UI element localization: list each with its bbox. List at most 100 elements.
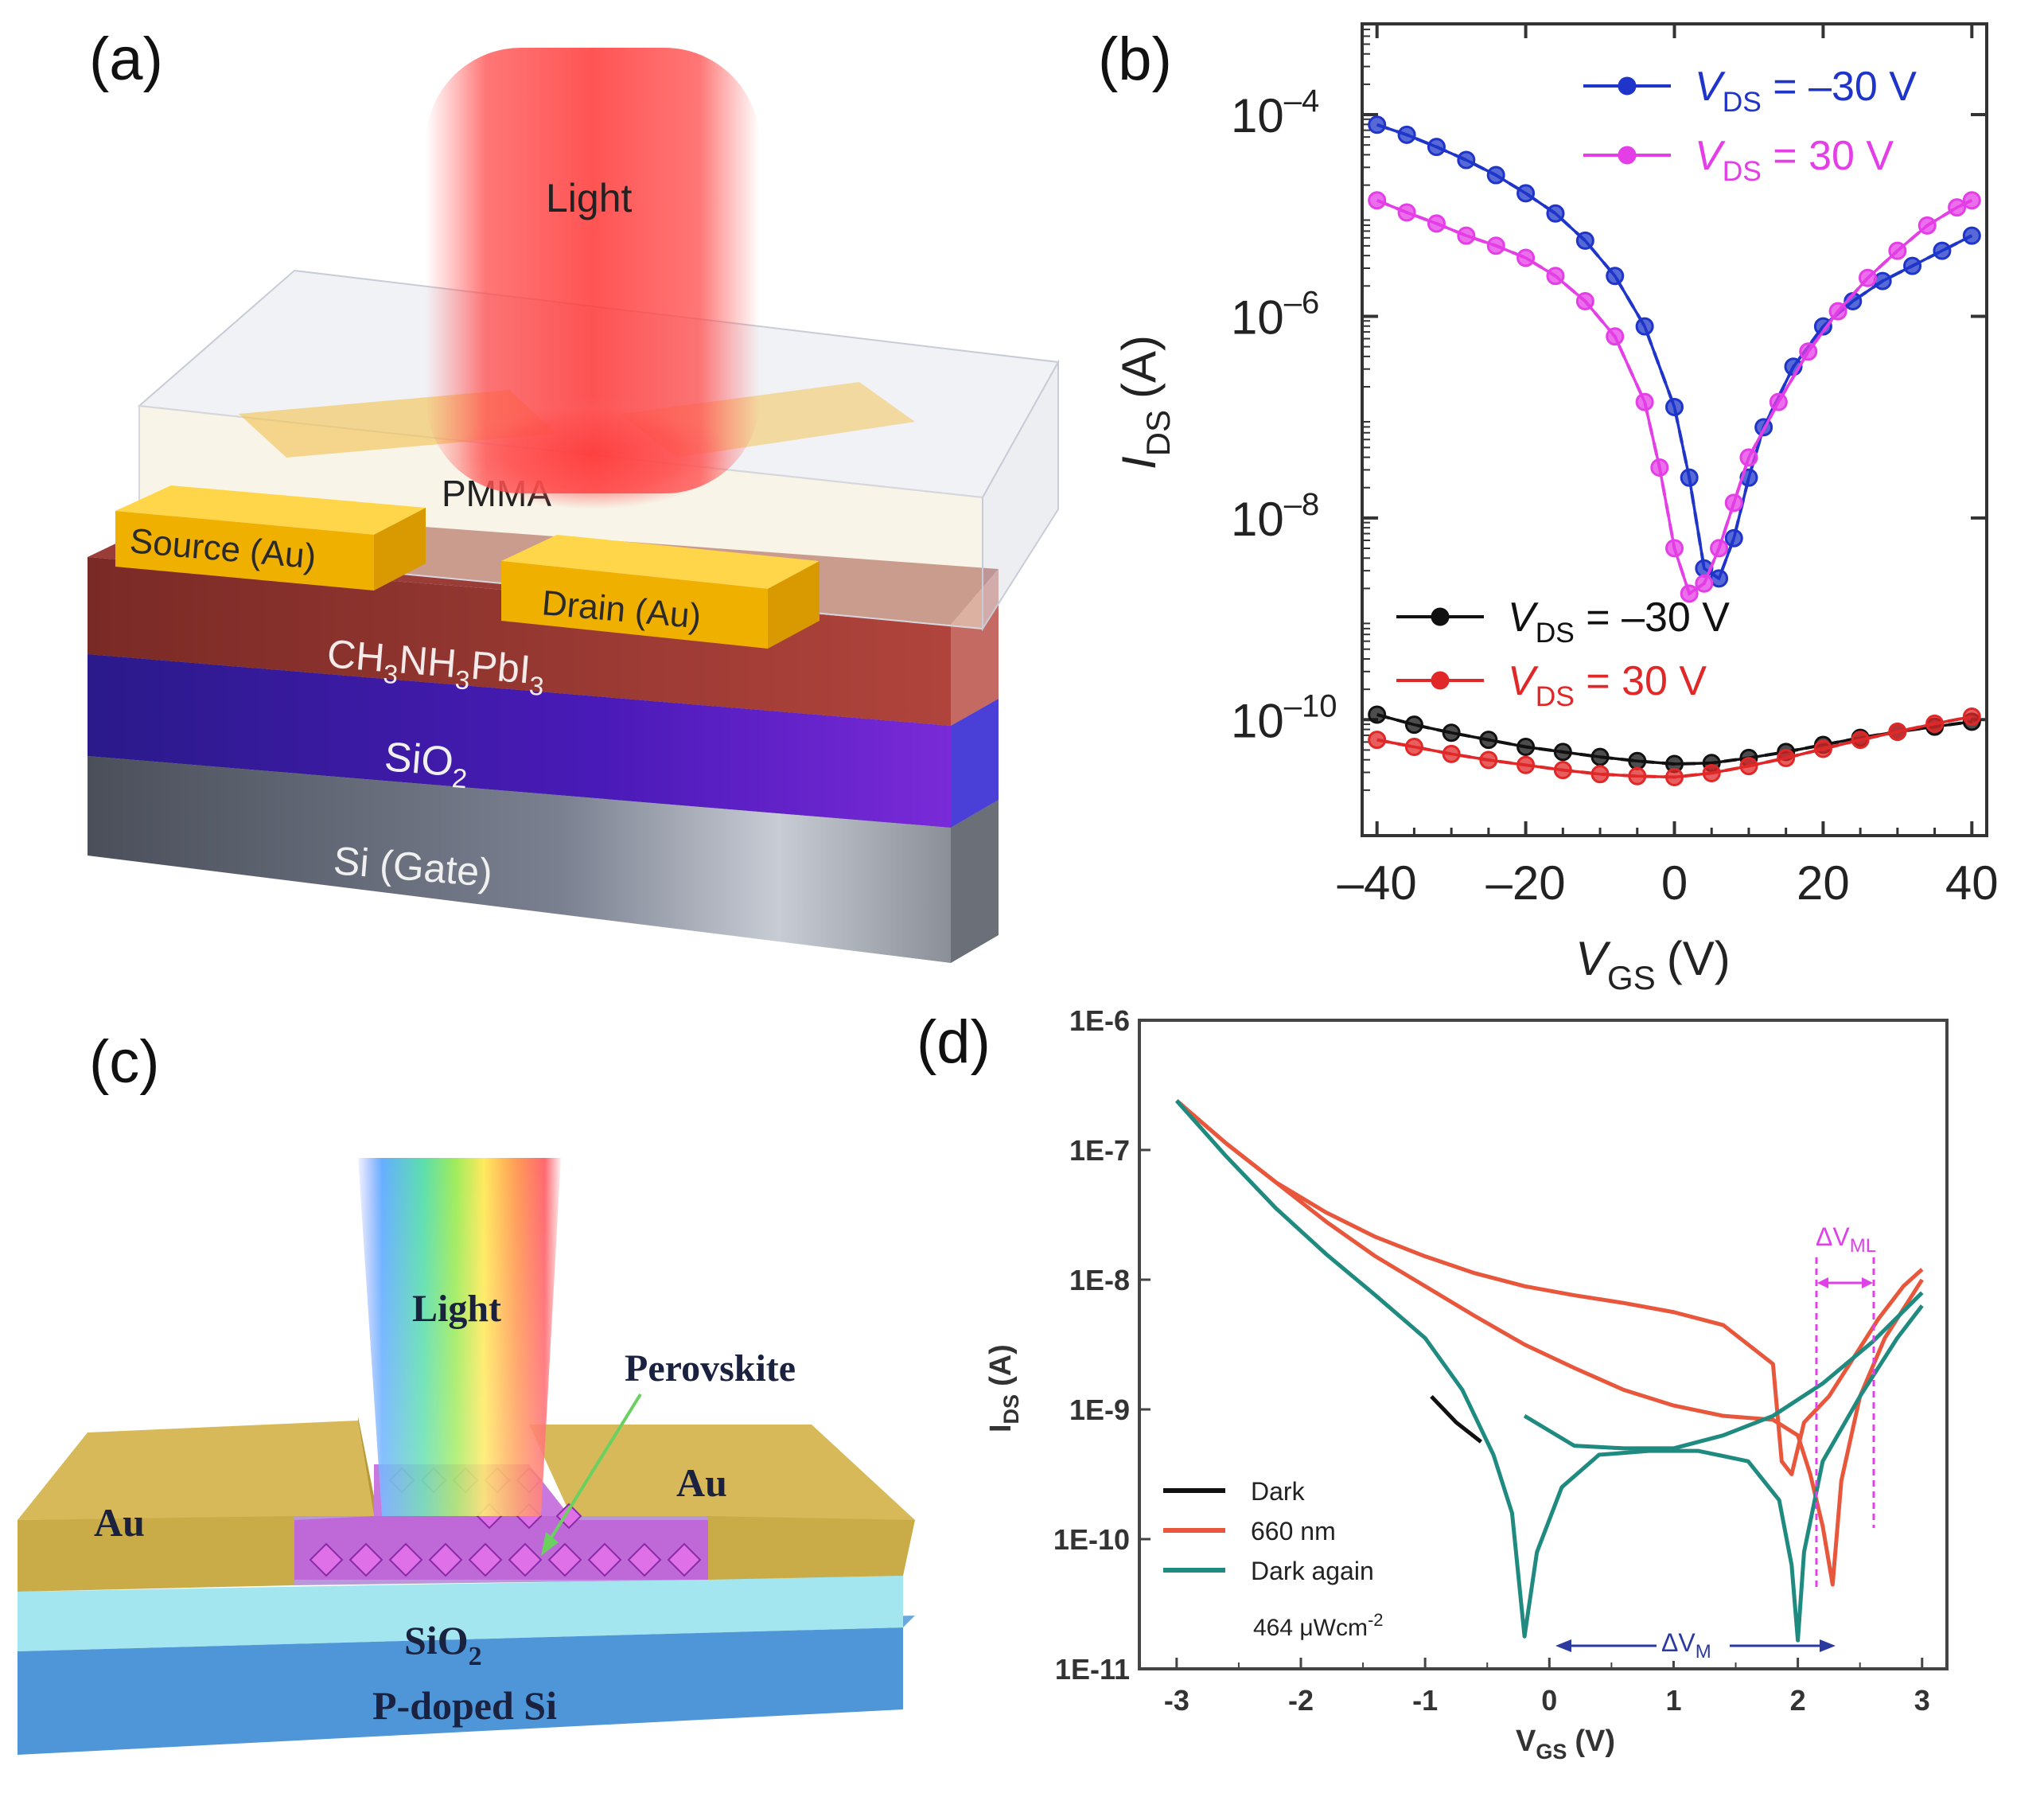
- x-tick-label-d: 0: [1541, 1684, 1557, 1717]
- series-b-point-1: [1650, 458, 1669, 477]
- x-tick-label-d: 3: [1914, 1684, 1930, 1717]
- substrate-label: P-doped Si: [372, 1683, 557, 1728]
- si-gate-front: [88, 756, 951, 963]
- series-b-point-3: [1702, 763, 1721, 782]
- perovskite-layer-front: [88, 557, 951, 726]
- light-spot-a: [457, 398, 728, 509]
- series-b-point-1: [1486, 236, 1505, 255]
- series-b-point-3: [1628, 766, 1647, 785]
- series-b-dashed-0: [1376, 123, 1973, 581]
- x-tick-label-b: 40: [1945, 856, 1999, 910]
- au-right-front: [708, 1516, 915, 1580]
- au-left-label: Au: [94, 1500, 145, 1545]
- series-d-line2-1: [1523, 1291, 1924, 1451]
- plot-d-legend: Dark 660 nm Dark again: [1163, 1477, 1374, 1585]
- delta-vm-arrowhead-left: [1555, 1639, 1571, 1652]
- sio2-label-c: SiO2: [404, 1618, 482, 1671]
- legend-d-label: Dark again: [1251, 1557, 1374, 1585]
- pmma-side: [982, 359, 1059, 632]
- au-left-inner: [358, 1417, 374, 1516]
- legend-b-label: VDS = –30 V: [1695, 64, 1917, 118]
- delta-vm-label: ΔVM: [1661, 1628, 1711, 1662]
- series-b-point-3: [1962, 707, 1981, 726]
- y-tick-label-b: 10–8: [1231, 487, 1319, 546]
- series-b-point-1: [1828, 302, 1847, 321]
- series-b-point-3: [1442, 744, 1461, 763]
- series-b-point-3: [1404, 737, 1423, 756]
- drain-side: [768, 561, 820, 649]
- y-tick-label-d: 1E-8: [1069, 1264, 1130, 1296]
- x-tick-label-d: -1: [1412, 1684, 1438, 1717]
- series-b-point-0: [1903, 256, 1922, 275]
- series-b-point-1: [1680, 584, 1699, 603]
- series-b-point-0: [1962, 226, 1981, 245]
- series-b-point-1: [1368, 191, 1387, 210]
- x-tick-label-d: 1: [1665, 1684, 1681, 1717]
- series-b-point-1: [1695, 574, 1714, 593]
- series-b-point-3: [1590, 765, 1610, 784]
- light-label-c: Light: [412, 1288, 501, 1330]
- sio2-c-front: [18, 1576, 903, 1651]
- drain-front: [501, 561, 768, 649]
- perovskite-arrowhead: [541, 1532, 559, 1556]
- series-b-point-0: [1933, 241, 1952, 260]
- series-b-point-0: [1873, 271, 1892, 290]
- series-b-point-1: [1739, 448, 1758, 467]
- series-b-line-0: [1376, 123, 1973, 581]
- legend-b-marker: [1431, 607, 1450, 626]
- si-gate-side: [951, 800, 999, 963]
- au-right-label: Au: [676, 1460, 727, 1505]
- x-tick-label-b: 20: [1797, 856, 1850, 910]
- series-b-point-3: [1553, 761, 1572, 780]
- panel-d-label: (d): [917, 1008, 991, 1076]
- intensity-label: 464 μWcm-2: [1253, 1610, 1384, 1641]
- au-left-front: [18, 1516, 294, 1592]
- series-b-point-0: [1635, 317, 1654, 336]
- series-b-line-1: [1376, 199, 1973, 596]
- series-b-point-0: [1457, 150, 1476, 170]
- perovskite-arrow: [543, 1393, 642, 1549]
- plot-d-xlabel: VGS (V): [1516, 1725, 1615, 1764]
- source-front: [115, 511, 374, 591]
- series-b-point-3: [1665, 768, 1684, 787]
- source-side: [374, 508, 426, 591]
- panel-a: (a) Si (Gate) SiO2 CH3NH3PbI3 Source (Au…: [88, 25, 1060, 963]
- au-left-top: [18, 1421, 374, 1520]
- plot-b-legend: VDS = –30 V VDS = 30 V VDS = –30 V VDS = 30…: [1396, 64, 1917, 712]
- plot-d-ticks: -3 -2 -1 0 1 2 3 1E-11 1E-10 1E-9 1E-8 1E-7 1E-6: [1053, 1004, 1930, 1717]
- delta-vm-arrowhead-right: [1820, 1639, 1836, 1652]
- plot-d-ylabel: IDS(A): [984, 1344, 1023, 1432]
- series-b-point-0: [1680, 468, 1699, 487]
- x-tick-label-d: -2: [1288, 1684, 1314, 1717]
- plot-d-series: [1174, 1099, 1924, 1643]
- series-b-point-0: [1516, 184, 1536, 203]
- series-b-point-1: [1546, 267, 1565, 286]
- series-b-point-0: [1606, 267, 1625, 286]
- series-b-point-1: [1635, 392, 1654, 411]
- plot-b-ylabel: IDS(A): [1112, 335, 1177, 470]
- p-si-front: [18, 1627, 903, 1755]
- y-tick-label-b: 10–4: [1231, 84, 1319, 142]
- y-tick-label-d: 1E-7: [1069, 1134, 1130, 1167]
- series-b-point-1: [1917, 216, 1937, 235]
- panel-c-label: (c): [89, 1028, 160, 1096]
- legend-b-marker: [1618, 76, 1637, 95]
- plot-b-ticks: –40 –20 0 20 40 10–10 10–8 10–6 10–4: [1231, 24, 1999, 910]
- series-b-point-1: [1769, 392, 1788, 411]
- light-label-a: Light: [546, 176, 633, 220]
- series-b-point-0: [1546, 204, 1565, 223]
- x-tick-label-b: –40: [1337, 856, 1417, 910]
- series-b-point-3: [1479, 750, 1498, 770]
- series-b-point-3: [1739, 757, 1758, 776]
- plot-b-series: [1368, 115, 1981, 787]
- panel-b-label: (b): [1098, 25, 1172, 93]
- series-b-point-1: [1575, 291, 1594, 310]
- panel-d: (d) -3 -2 -1 0 1 2 3 1E-11 1E-10 1E-9 1E-8 1E-7 1E-6…: [917, 1004, 1949, 1764]
- x-tick-label-d: -3: [1164, 1684, 1189, 1717]
- series-b-point-1: [1606, 327, 1625, 346]
- series-d-line-2: [1430, 1394, 1482, 1444]
- panel-c: (c) P-doped Si SiO2 Au Au: [18, 1028, 915, 1755]
- series-b-point-0: [1724, 528, 1743, 548]
